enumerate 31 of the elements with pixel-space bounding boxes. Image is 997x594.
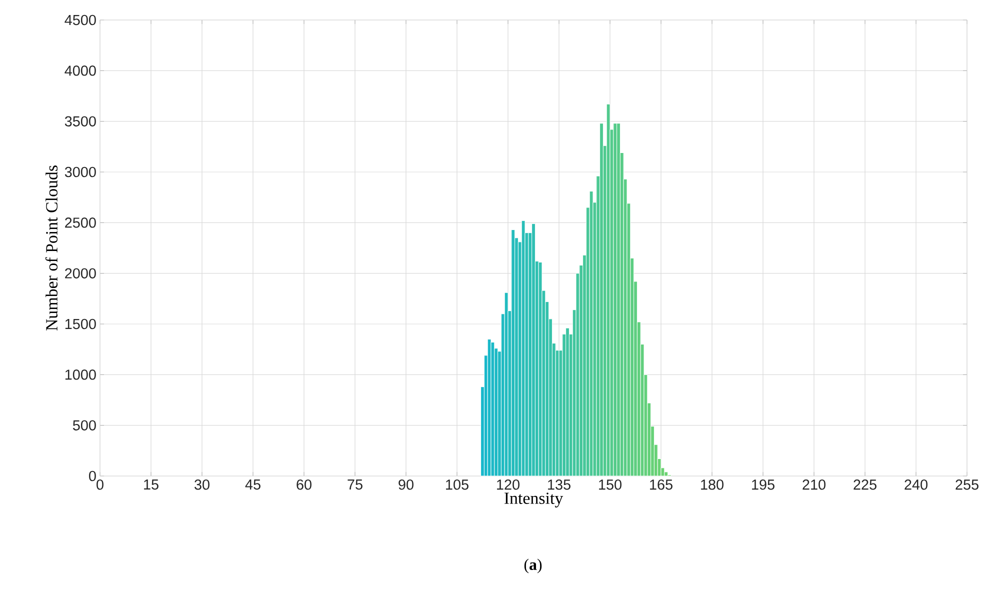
y-tick-label: 3000 — [64, 166, 96, 178]
x-tick-label: 180 — [701, 480, 724, 490]
x-tick-label: 225 — [854, 480, 876, 490]
y-tick-label: 500 — [72, 420, 96, 430]
x-tick-label: 150 — [599, 480, 622, 490]
text: (a) — [524, 558, 542, 574]
x-tick-label: 0 — [96, 480, 104, 490]
x-tick-label: 75 — [348, 480, 362, 490]
y-tick-label: 3500 — [64, 116, 96, 126]
y-tick-label: 1000 — [65, 370, 96, 380]
x-tick-label: 165 — [650, 480, 672, 490]
y-tick-label: 1500 — [65, 318, 96, 330]
x-tick-label: 255 — [956, 480, 978, 490]
x-tick-label: 60 — [296, 480, 312, 490]
y-tick-label: 4000 — [64, 66, 96, 76]
x-tick-label: 90 — [398, 480, 414, 490]
x-tick-label: 195 — [752, 480, 774, 490]
y-tick-label: 0 — [89, 470, 96, 482]
y-tick-label: 4500 — [64, 14, 96, 26]
x-tick-label: 15 — [144, 480, 158, 490]
x-tick-label: 240 — [904, 480, 928, 490]
x-axis-title: Intensity — [504, 492, 564, 508]
x-tick-label: 105 — [446, 480, 468, 490]
x-tick-label: 210 — [802, 480, 826, 490]
x-tick-label: 135 — [548, 480, 570, 490]
x-tick-label: 120 — [497, 480, 520, 490]
x-tick-label: 30 — [194, 480, 210, 490]
y-axis-title: Number of Point Clouds — [45, 166, 58, 331]
y-tick-label: 2500 — [65, 218, 96, 228]
x-tick-label: 45 — [245, 480, 260, 490]
y-tick-label: 2000 — [65, 268, 96, 278]
